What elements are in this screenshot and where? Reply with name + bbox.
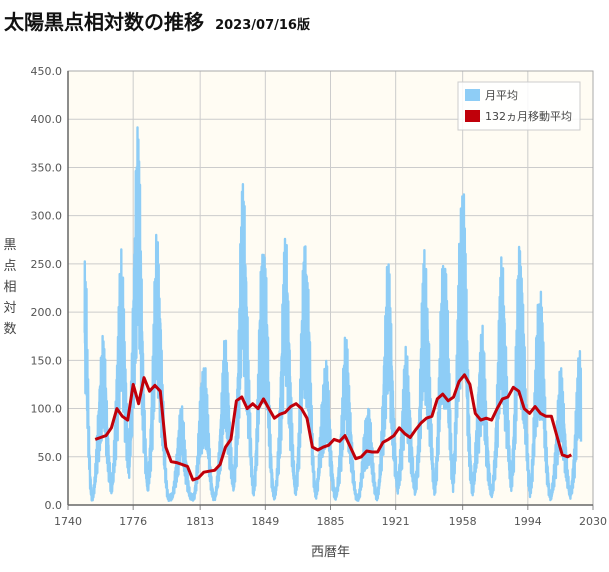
chart-title: 太陽黒点相対数の推移	[4, 10, 204, 34]
smoothed-series-line	[94, 373, 573, 482]
y-axis-label: 黒点相対数	[3, 238, 16, 337]
x-tick-label: 2030	[579, 515, 607, 528]
y-tick-label: 150.0	[31, 354, 63, 367]
y-axis-label-char: 相	[3, 280, 16, 295]
y-axis-label-char: 数	[3, 322, 16, 337]
x-tick-label: 1776	[119, 515, 147, 528]
y-tick-label: 50.0	[38, 451, 63, 464]
y-axis-label-char: 対	[3, 301, 16, 316]
x-tick-label: 1813	[186, 515, 214, 528]
y-tick-label: 250.0	[31, 258, 63, 271]
y-tick-label: 400.0	[31, 113, 63, 126]
legend-swatch-smoothed	[465, 110, 480, 122]
y-tick-label: 450.0	[31, 65, 63, 78]
legend-label-smoothed: 132ヵ月移動平均	[485, 109, 572, 123]
x-axis-label: 西暦年	[311, 545, 350, 560]
y-axis-label-char: 点	[3, 259, 16, 274]
y-tick-label: 200.0	[31, 306, 63, 319]
x-tick-label: 1740	[54, 515, 82, 528]
x-tick-label: 1994	[514, 515, 542, 528]
legend-swatch-monthly	[465, 89, 480, 101]
axes	[67, 70, 594, 506]
y-tick-label: 100.0	[31, 403, 63, 416]
legend-label-monthly: 月平均	[485, 89, 518, 102]
y-tick-labels: 0.0 50.0 100.0 150.0 200.0 250.0 300.0 350.0 400…	[31, 65, 63, 512]
monthly-series	[83, 126, 583, 502]
legend: 月平均 132ヵ月移動平均	[457, 81, 581, 131]
y-tick-label: 300.0	[31, 210, 63, 223]
y-tick-label: 0.0	[45, 499, 63, 512]
y-axis-label-char: 黒	[3, 238, 16, 253]
x-tick-label: 1849	[251, 515, 279, 528]
x-tick-labels: 1740 1776 1813 1849 1885 1921 1958 1994 2030	[54, 515, 607, 528]
y-tick-label: 350.0	[31, 161, 63, 174]
monthly-series-line	[83, 126, 583, 502]
chart-version: 2023/07/16版	[215, 18, 310, 33]
x-tick-label: 1921	[382, 515, 410, 528]
x-tick-label: 1885	[317, 515, 345, 528]
x-tick-label: 1958	[449, 515, 477, 528]
title-block: 太陽黒点相対数の推移 2023/07/16版	[4, 6, 310, 35]
